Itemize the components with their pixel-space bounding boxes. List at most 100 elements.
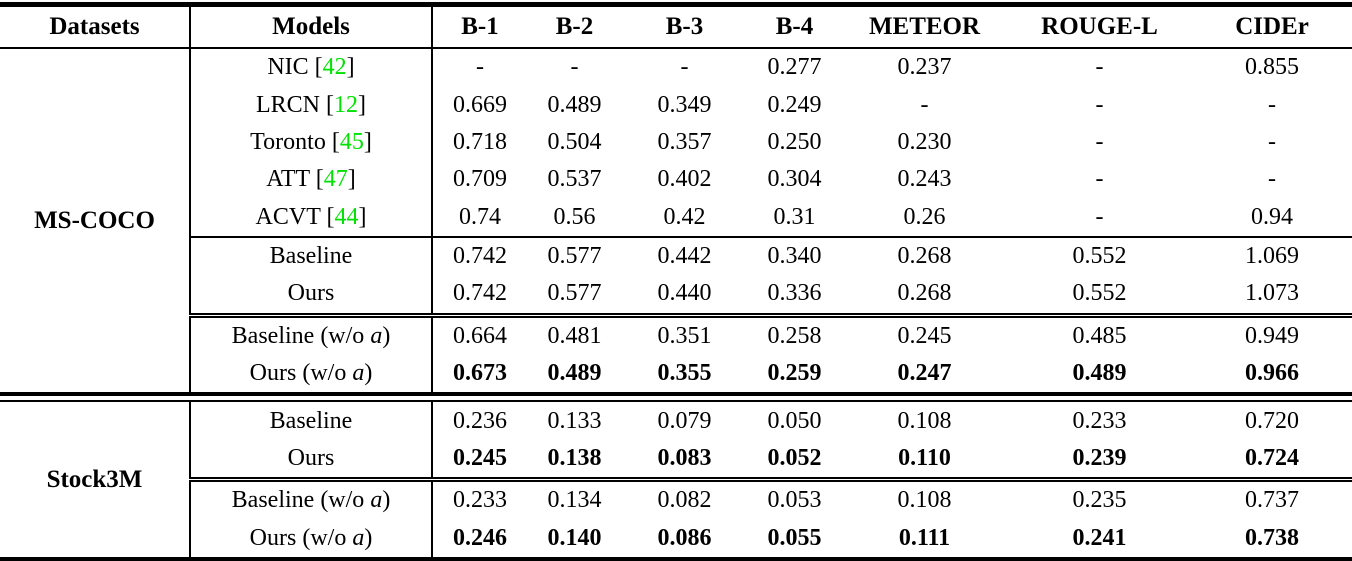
model-name-suffix: ) — [382, 487, 391, 514]
citation-link[interactable]: 47 — [323, 166, 348, 193]
value-cell: 0.083 — [657, 445, 712, 471]
citation-bracket: ] — [363, 128, 372, 155]
value-cell: 0.742 — [431, 275, 527, 316]
value-cell: 0.133 — [547, 407, 602, 434]
model-name: Toronto [ — [250, 128, 340, 155]
value-cell: 0.481 — [527, 312, 622, 355]
model-name-italic: a — [352, 360, 365, 387]
value-cell: 0.56 — [553, 203, 596, 230]
model-name: Baseline — [269, 242, 353, 269]
value-cell: 0.268 — [842, 235, 1007, 276]
citation-link[interactable]: 44 — [334, 203, 359, 230]
value-cell: 0.250 — [767, 128, 822, 155]
citation-link[interactable]: 12 — [334, 91, 358, 118]
table-row: ATT [47] 0.709 0.537 0.402 0.304 0.243 -… — [0, 161, 1352, 199]
table-row: Ours (w/o a) 0.673 0.489 0.355 0.259 0.2… — [0, 354, 1352, 395]
value-cell: - — [1095, 128, 1104, 155]
value-cell: 0.489 — [1072, 360, 1127, 387]
column-header-rougel: ROUGE-L — [1007, 4, 1192, 49]
column-header-meteor: METEOR — [842, 4, 1007, 49]
value-cell: 0.246 — [431, 519, 527, 559]
value-cell: 0.249 — [767, 91, 822, 118]
model-name: Baseline (w/o — [231, 487, 371, 514]
value-cell: 0.577 — [547, 280, 602, 307]
section-mscoco: MS-COCO NIC [42] - - - 0.277 0.237 - 0.8… — [0, 48, 1352, 395]
value-cell: 0.239 — [1072, 445, 1127, 471]
value-cell: - — [1268, 91, 1276, 118]
value-cell: 0.577 — [527, 235, 622, 276]
column-header-b1: B-1 — [431, 4, 527, 49]
value-cell: 0.258 — [747, 312, 842, 355]
model-name: Ours (w/o — [249, 360, 353, 387]
value-cell: 0.245 — [842, 312, 1007, 355]
model-name: Baseline — [269, 407, 353, 434]
section-stock3m: Stock3M Baseline 0.236 0.133 0.079 0.050… — [0, 401, 1352, 559]
value-cell: 0.537 — [547, 166, 602, 193]
value-cell: 0.737 — [1192, 477, 1352, 520]
table-row: ACVT [44] 0.74 0.56 0.42 0.31 0.26 - 0.9… — [0, 198, 1352, 237]
value-cell: 0.489 — [547, 360, 602, 387]
value-cell: 0.259 — [767, 360, 822, 387]
header-row: Datasets Models B-1 B-2 B-3 B-4 METEOR R… — [0, 4, 1352, 49]
value-cell: 0.230 — [897, 128, 952, 155]
table-row: Baseline (w/o a) 0.233 0.134 0.082 0.053… — [0, 477, 1352, 520]
model-name-italic: a — [352, 524, 365, 551]
model-cell: Baseline — [189, 401, 432, 440]
column-header-b4: B-4 — [747, 4, 842, 49]
column-header-datasets: Datasets — [0, 4, 190, 49]
table-row: Baseline 0.742 0.577 0.442 0.340 0.268 0… — [0, 235, 1352, 276]
model-name-italic: a — [370, 322, 383, 349]
value-cell: 0.052 — [767, 445, 822, 471]
citation-link[interactable]: 45 — [339, 128, 364, 155]
citation-bracket: ] — [347, 166, 356, 193]
model-name: Baseline (w/o — [231, 322, 371, 349]
value-cell: 0.31 — [773, 203, 816, 230]
value-cell: 0.241 — [1072, 524, 1127, 551]
value-cell: 0.709 — [431, 161, 527, 199]
value-cell: 0.402 — [657, 166, 712, 193]
value-cell: 0.277 — [767, 54, 822, 81]
value-cell: 0.237 — [897, 54, 952, 81]
value-cell: 0.738 — [1245, 524, 1299, 551]
value-cell: 0.086 — [657, 524, 712, 551]
model-cell: Ours — [189, 439, 432, 480]
value-cell: - — [680, 54, 689, 81]
value-cell: 0.357 — [657, 128, 712, 155]
model-cell: ACVT [44] — [189, 198, 432, 237]
value-cell: 0.138 — [547, 445, 602, 471]
value-cell: 0.442 — [622, 235, 747, 276]
dataset-label-mscoco: MS-COCO — [34, 206, 155, 234]
model-name: Ours — [287, 445, 335, 471]
table-row: MS-COCO NIC [42] - - - 0.277 0.237 - 0.8… — [0, 48, 1352, 234]
value-cell: 0.552 — [1007, 235, 1192, 276]
value-cell: 0.440 — [657, 280, 712, 307]
model-name: Ours — [287, 280, 335, 307]
table-row: Ours (w/o a) 0.246 0.140 0.086 0.055 0.1… — [0, 519, 1352, 559]
value-cell: 0.108 — [897, 407, 952, 434]
value-cell: - — [1095, 54, 1104, 81]
value-cell: 0.079 — [657, 407, 712, 434]
model-name-italic: a — [370, 487, 383, 514]
value-cell: 1.073 — [1245, 280, 1299, 307]
value-cell: - — [1268, 166, 1276, 193]
value-cell: 0.552 — [1072, 280, 1127, 307]
value-cell: - — [1095, 91, 1104, 118]
model-name: ACVT [ — [255, 203, 335, 230]
value-cell: 0.349 — [657, 91, 712, 118]
value-cell: 0.855 — [1245, 54, 1299, 81]
model-name-suffix: ) — [364, 524, 373, 551]
value-cell: 0.340 — [747, 235, 842, 276]
value-cell: 0.42 — [663, 203, 706, 230]
value-cell: 0.351 — [622, 312, 747, 355]
citation-bracket: ] — [358, 203, 367, 230]
value-cell: 0.110 — [898, 445, 951, 471]
value-cell: - — [920, 91, 929, 118]
value-cell: 0.489 — [547, 91, 602, 118]
citation-link[interactable]: 42 — [322, 54, 347, 81]
value-cell: - — [431, 48, 527, 87]
table-row: Baseline (w/o a) 0.664 0.481 0.351 0.258… — [0, 312, 1352, 355]
value-cell: 0.718 — [431, 123, 527, 162]
value-cell: 0.268 — [897, 280, 952, 307]
